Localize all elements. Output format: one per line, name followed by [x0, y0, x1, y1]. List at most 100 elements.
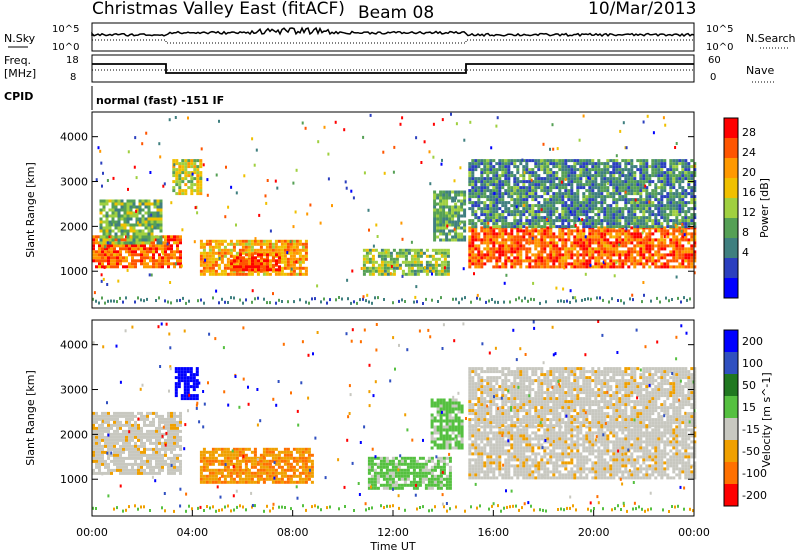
power-panel-cell: [669, 171, 672, 174]
power-panel-cell: [474, 232, 477, 235]
power-panel-cell: [498, 244, 501, 247]
power-panel-cell: [161, 259, 164, 262]
power-panel-cell: [618, 222, 621, 225]
velocity-panel-cell: [137, 448, 140, 451]
power-panel-cell: [420, 267, 423, 270]
power-panel-cell: [612, 195, 615, 198]
velocity-panel-cell: [98, 415, 101, 418]
power-panel-cell: [369, 261, 372, 264]
power-panel-cell: [143, 250, 146, 253]
power-panel-cell: [639, 180, 642, 183]
power-panel-cell: [576, 174, 579, 177]
power-panel-cell: [585, 259, 588, 262]
power-panel-cell: [463, 194, 466, 197]
power-panel-cell: [588, 180, 591, 183]
velocity-panel-cell: [152, 448, 155, 451]
power-panel-cell: [501, 247, 504, 250]
power-panel-cell: [518, 297, 520, 300]
power-panel-cell: [522, 229, 525, 232]
power-panel-cell: [663, 180, 666, 183]
power-panel-cell: [130, 203, 133, 206]
power-panel-cell: [507, 189, 510, 192]
power-panel-cell: [164, 235, 167, 238]
power-panel-cell: [666, 235, 669, 238]
power-panel-cell: [212, 264, 215, 267]
velocity-panel-cell: [176, 415, 179, 418]
power-panel-cell: [190, 186, 193, 189]
power-panel-cell: [454, 221, 457, 224]
power-panel-cell: [567, 165, 570, 168]
power-panel-cell: [266, 262, 269, 265]
power-panel-cell: [167, 301, 169, 304]
power-panel-cell: [549, 235, 552, 238]
power-panel-cell: [254, 164, 256, 167]
power-panel-cell: [564, 183, 567, 186]
power-panel-cell: [561, 229, 564, 232]
power-panel-cell: [654, 159, 657, 162]
power-panel-cell: [543, 183, 546, 186]
power-panel-cell: [549, 201, 552, 204]
power-panel-cell: [534, 225, 537, 228]
power-panel-cell: [471, 204, 474, 207]
power-panel-cell: [690, 186, 693, 189]
power-panel-cell: [540, 160, 542, 163]
power-panel-cell: [305, 270, 308, 273]
power-panel-cell: [603, 250, 606, 253]
power-panel-cell: [510, 244, 513, 247]
velocity-panel-cell: [149, 457, 152, 460]
power-panel-cell: [137, 244, 140, 247]
velocity-panel-cell: [101, 460, 104, 463]
velocity-panel-cell: [143, 451, 146, 454]
power-panel-cell: [678, 171, 681, 174]
power-panel-cell: [651, 247, 654, 250]
power-panel-cell: [504, 241, 507, 244]
power-panel-cell: [495, 265, 498, 268]
power-panel-cell: [591, 265, 594, 268]
power-panel-cell: [561, 207, 564, 210]
power-panel-cell: [641, 300, 643, 303]
power-colorbar-label: Power [dB]: [758, 178, 771, 238]
power-panel-cell: [196, 165, 199, 168]
power-panel-cell: [534, 204, 537, 207]
power-panel-cell: [546, 174, 549, 177]
power-panel-cell: [125, 259, 128, 262]
power-panel-cell: [675, 250, 678, 253]
power-panel-cell: [543, 189, 546, 192]
power-panel-cell: [591, 232, 594, 235]
power-panel-cell: [266, 246, 269, 249]
velocity-panel-cell: [173, 430, 176, 433]
power-panel-cell: [603, 198, 606, 201]
power-panel-cell: [675, 168, 678, 171]
power-panel-cell: [594, 238, 597, 241]
power-panel-cell: [597, 162, 600, 165]
power-panel-cell: [109, 200, 112, 203]
power-panel-cell: [600, 171, 603, 174]
power-panel-cell: [564, 159, 567, 162]
velocity-panel-cell: [122, 412, 125, 415]
power-panel-cell: [582, 222, 585, 225]
power-panel-cell: [343, 128, 345, 131]
velocity-panel-cell: [263, 451, 266, 454]
power-panel-cell: [627, 183, 630, 186]
velocity-panel-cell: [98, 424, 101, 427]
power-panel-cell: [618, 216, 621, 219]
power-panel-cell: [666, 259, 669, 262]
velocity-panel-cell: [164, 463, 167, 466]
power-panel-cell: [540, 262, 543, 265]
power-panel-cell: [597, 235, 600, 238]
power-panel-cell: [507, 195, 510, 198]
power-panel-cell: [134, 259, 137, 262]
power-panel-cell: [142, 203, 145, 206]
velocity-panel-cell: [155, 466, 158, 469]
power-panel-cell: [552, 238, 555, 241]
power-panel-cell: [522, 195, 525, 198]
power-panel-cell: [468, 174, 471, 177]
velocity-panel-cell: [155, 412, 158, 415]
power-panel-cell: [378, 270, 381, 273]
power-panel-cell: [474, 213, 477, 216]
power-panel-cell: [134, 265, 137, 268]
power-panel-cell: [474, 229, 477, 232]
power-panel-cell: [503, 301, 505, 304]
power-panel-cell: [480, 183, 483, 186]
power-panel-cell: [537, 259, 540, 262]
